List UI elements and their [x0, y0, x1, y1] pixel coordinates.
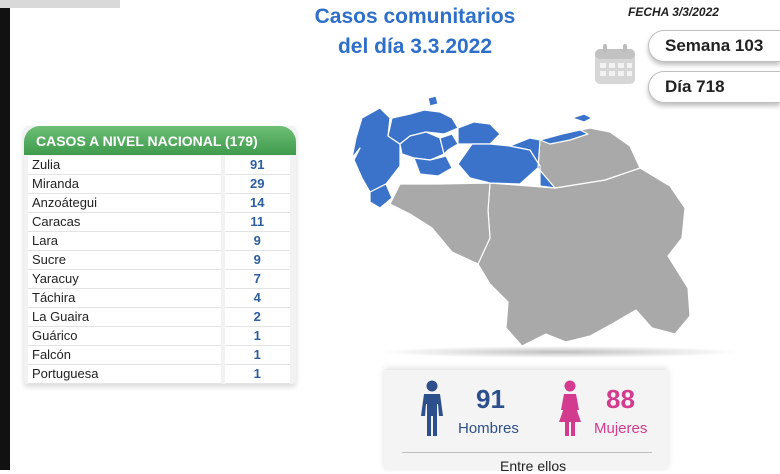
state-name: Falcón: [28, 346, 221, 365]
case-count: 91: [224, 156, 290, 175]
table-row: Guárico 1: [28, 327, 290, 346]
case-count: 1: [224, 346, 290, 365]
table-row: Anzoátegui 14: [28, 194, 290, 213]
map-region-miranda: [457, 121, 501, 145]
state-name: Táchira: [28, 289, 221, 308]
map-region-margarita: [571, 113, 593, 123]
case-count: 29: [224, 175, 290, 194]
table-row: Táchira 4: [28, 289, 290, 308]
case-count: 14: [224, 194, 290, 213]
map-region-la-guaira: [427, 95, 439, 107]
table-row: Zulia 91: [28, 156, 290, 175]
case-count: 1: [224, 365, 290, 384]
map-region-yaracuy: [439, 133, 459, 155]
date-label: FECHA 3/3/2022: [628, 5, 719, 19]
state-name: Anzoátegui: [28, 194, 221, 213]
state-name: Caracas: [28, 213, 221, 232]
state-name: Lara: [28, 232, 221, 251]
case-count: 11: [224, 213, 290, 232]
note-text: Entre ellos: [500, 458, 567, 474]
map-region-southwest: [389, 182, 491, 265]
state-name: Yaracuy: [28, 270, 221, 289]
calendar-icon: [595, 44, 635, 84]
table-row: Falcón 1: [28, 346, 290, 365]
stats-divider: [402, 452, 652, 453]
men-label: Hombres: [458, 420, 519, 437]
map-region-guarico: [457, 143, 541, 185]
page-title: Casos comunitarios del día 3.3.2022: [250, 2, 580, 62]
map-region-falcon: [387, 109, 459, 145]
table-row: Sucre 9: [28, 251, 290, 270]
stats-shadow: [380, 346, 740, 358]
left-edge-strip: [0, 0, 10, 470]
cases-table-header: CASOS A NIVEL NACIONAL (179): [24, 126, 296, 155]
table-row: La Guaira 2: [28, 308, 290, 327]
case-count: 4: [224, 289, 290, 308]
case-count: 1: [224, 327, 290, 346]
map-region-tachira: [369, 183, 393, 209]
map-region-sucre: [539, 129, 589, 145]
top-edge-strip: [0, 0, 120, 8]
map-region-south: [477, 167, 691, 347]
map-region-portuguesa: [413, 155, 453, 177]
man-icon: [421, 380, 443, 436]
woman-icon: [559, 380, 581, 436]
day-badge: Día 718: [648, 71, 780, 103]
table-row: Lara 9: [28, 232, 290, 251]
state-name: Guárico: [28, 327, 221, 346]
state-name: Sucre: [28, 251, 221, 270]
state-name: Zulia: [28, 156, 221, 175]
case-count: 2: [224, 308, 290, 327]
state-name: Miranda: [28, 175, 221, 194]
women-label: Mujeres: [594, 420, 648, 437]
week-badge: Semana 103: [648, 30, 780, 62]
case-count: 7: [224, 270, 290, 289]
title-line-2: del día 3.3.2022: [337, 35, 493, 58]
case-count: 9: [224, 232, 290, 251]
title-line-1: Casos comunitarios: [314, 5, 516, 28]
men-count: 91: [476, 384, 505, 414]
state-name: La Guaira: [28, 308, 221, 327]
table-row: Caracas 11: [28, 213, 290, 232]
state-name: Portuguesa: [28, 365, 221, 384]
case-count: 9: [224, 251, 290, 270]
cases-table-rows: Zulia 91 Miranda 29 Anzoátegui 14 Caracas 11…: [28, 156, 290, 384]
map-region-anzoategui: [509, 137, 556, 189]
table-row: Portuguesa 1: [28, 365, 290, 384]
table-row: Miranda 29: [28, 175, 290, 194]
table-row: Yaracuy 7: [28, 270, 290, 289]
venezuela-map: [351, 95, 691, 347]
women-count: 88: [606, 384, 635, 414]
